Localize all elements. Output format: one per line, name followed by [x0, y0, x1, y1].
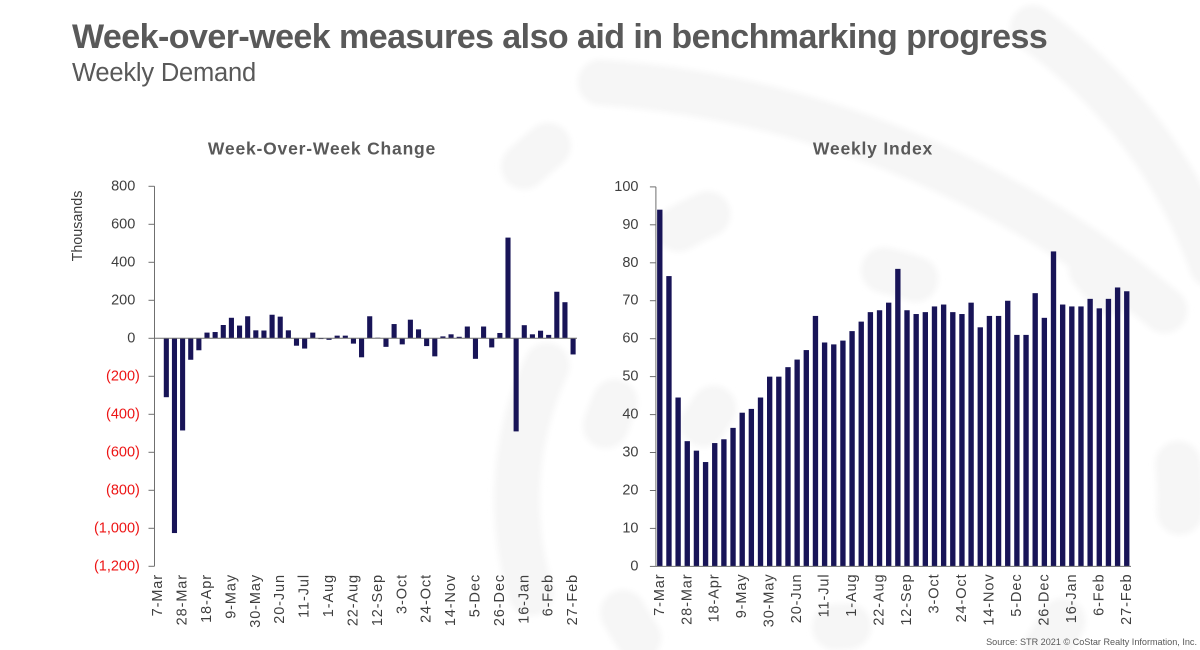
svg-text:27-Feb: 27-Feb: [565, 574, 581, 625]
svg-text:7-Mar: 7-Mar: [150, 574, 166, 616]
svg-text:3-Oct: 3-Oct: [926, 574, 942, 614]
svg-text:26-Dec: 26-Dec: [492, 574, 508, 626]
svg-text:50: 50: [622, 369, 638, 385]
svg-text:6-Feb: 6-Feb: [1091, 574, 1107, 616]
svg-text:(400): (400): [106, 406, 140, 422]
svg-text:14-Nov: 14-Nov: [981, 574, 997, 626]
svg-text:30: 30: [622, 445, 638, 461]
svg-text:24-Oct: 24-Oct: [954, 574, 970, 623]
svg-text:800: 800: [111, 178, 135, 194]
svg-text:20-Jun: 20-Jun: [789, 574, 805, 624]
svg-text:(1,000): (1,000): [94, 520, 140, 536]
svg-text:14-Nov: 14-Nov: [443, 574, 459, 626]
svg-text:400: 400: [111, 254, 135, 270]
svg-text:22-Aug: 22-Aug: [345, 574, 361, 626]
svg-text:30-May: 30-May: [248, 574, 264, 628]
svg-text:27-Feb: 27-Feb: [1119, 574, 1135, 625]
svg-text:18-Apr: 18-Apr: [199, 574, 215, 623]
svg-text:18-Apr: 18-Apr: [707, 574, 723, 623]
svg-text:16-Jan: 16-Jan: [516, 574, 532, 624]
svg-text:100: 100: [614, 179, 638, 195]
svg-text:22-Aug: 22-Aug: [872, 574, 888, 626]
svg-text:(200): (200): [106, 368, 140, 384]
svg-text:(1,200): (1,200): [94, 558, 140, 574]
svg-text:0: 0: [630, 558, 638, 574]
svg-text:5-Dec: 5-Dec: [1009, 574, 1025, 617]
svg-text:28-Mar: 28-Mar: [175, 574, 191, 625]
svg-text:30-May: 30-May: [762, 574, 778, 628]
svg-text:70: 70: [622, 293, 638, 309]
svg-text:6-Feb: 6-Feb: [541, 574, 557, 616]
svg-text:5-Dec: 5-Dec: [467, 574, 483, 617]
svg-text:11-Jul: 11-Jul: [297, 574, 313, 618]
svg-text:0: 0: [127, 330, 135, 346]
svg-text:1-Aug: 1-Aug: [844, 574, 860, 617]
svg-text:24-Oct: 24-Oct: [419, 574, 435, 623]
svg-text:12-Sep: 12-Sep: [899, 574, 915, 626]
svg-text:20-Jun: 20-Jun: [272, 574, 288, 624]
svg-text:10: 10: [622, 520, 638, 536]
svg-text:90: 90: [622, 217, 638, 233]
svg-text:Thousands: Thousands: [70, 191, 86, 262]
svg-text:(600): (600): [106, 444, 140, 460]
svg-text:600: 600: [111, 216, 135, 232]
svg-text:80: 80: [622, 255, 638, 271]
svg-text:3-Oct: 3-Oct: [394, 574, 410, 614]
svg-text:9-May: 9-May: [223, 574, 239, 619]
svg-text:40: 40: [622, 407, 638, 423]
svg-text:9-May: 9-May: [734, 574, 750, 619]
svg-text:28-Mar: 28-Mar: [679, 574, 695, 625]
svg-text:Weekly Index: Weekly Index: [813, 139, 933, 159]
svg-text:16-Jan: 16-Jan: [1064, 574, 1080, 624]
svg-text:7-Mar: 7-Mar: [652, 574, 668, 616]
svg-text:200: 200: [111, 292, 135, 308]
svg-text:60: 60: [622, 331, 638, 347]
svg-text:11-Jul: 11-Jul: [817, 574, 833, 618]
svg-text:1-Aug: 1-Aug: [321, 574, 337, 617]
svg-text:(800): (800): [106, 482, 140, 498]
svg-text:26-Dec: 26-Dec: [1036, 574, 1052, 626]
svg-text:12-Sep: 12-Sep: [370, 574, 386, 626]
svg-text:Week-Over-Week Change: Week-Over-Week Change: [208, 139, 436, 159]
svg-text:20: 20: [622, 483, 638, 499]
